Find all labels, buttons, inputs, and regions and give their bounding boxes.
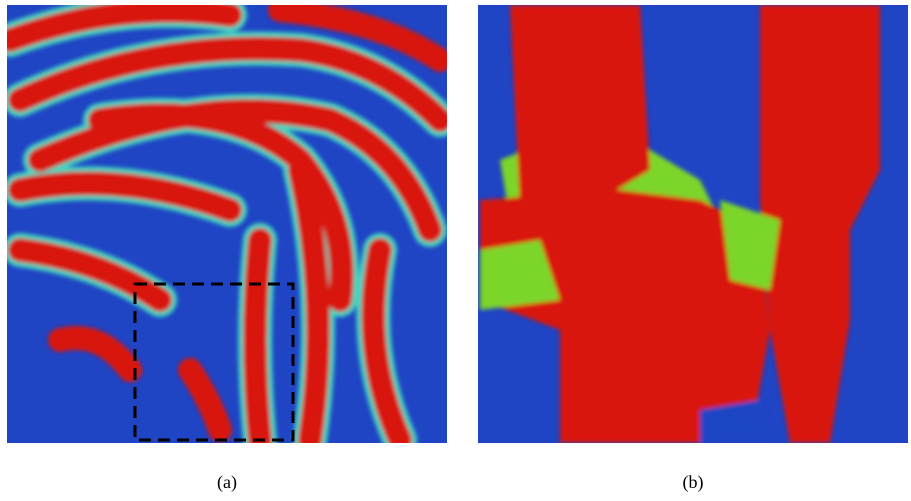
caption-a: (a) [197,472,257,493]
panel-b-image [478,5,908,443]
caption-b: (b) [663,472,723,493]
figure-images [0,0,911,501]
panel-a-image [7,5,447,443]
figure: (a) (b) [0,0,911,501]
